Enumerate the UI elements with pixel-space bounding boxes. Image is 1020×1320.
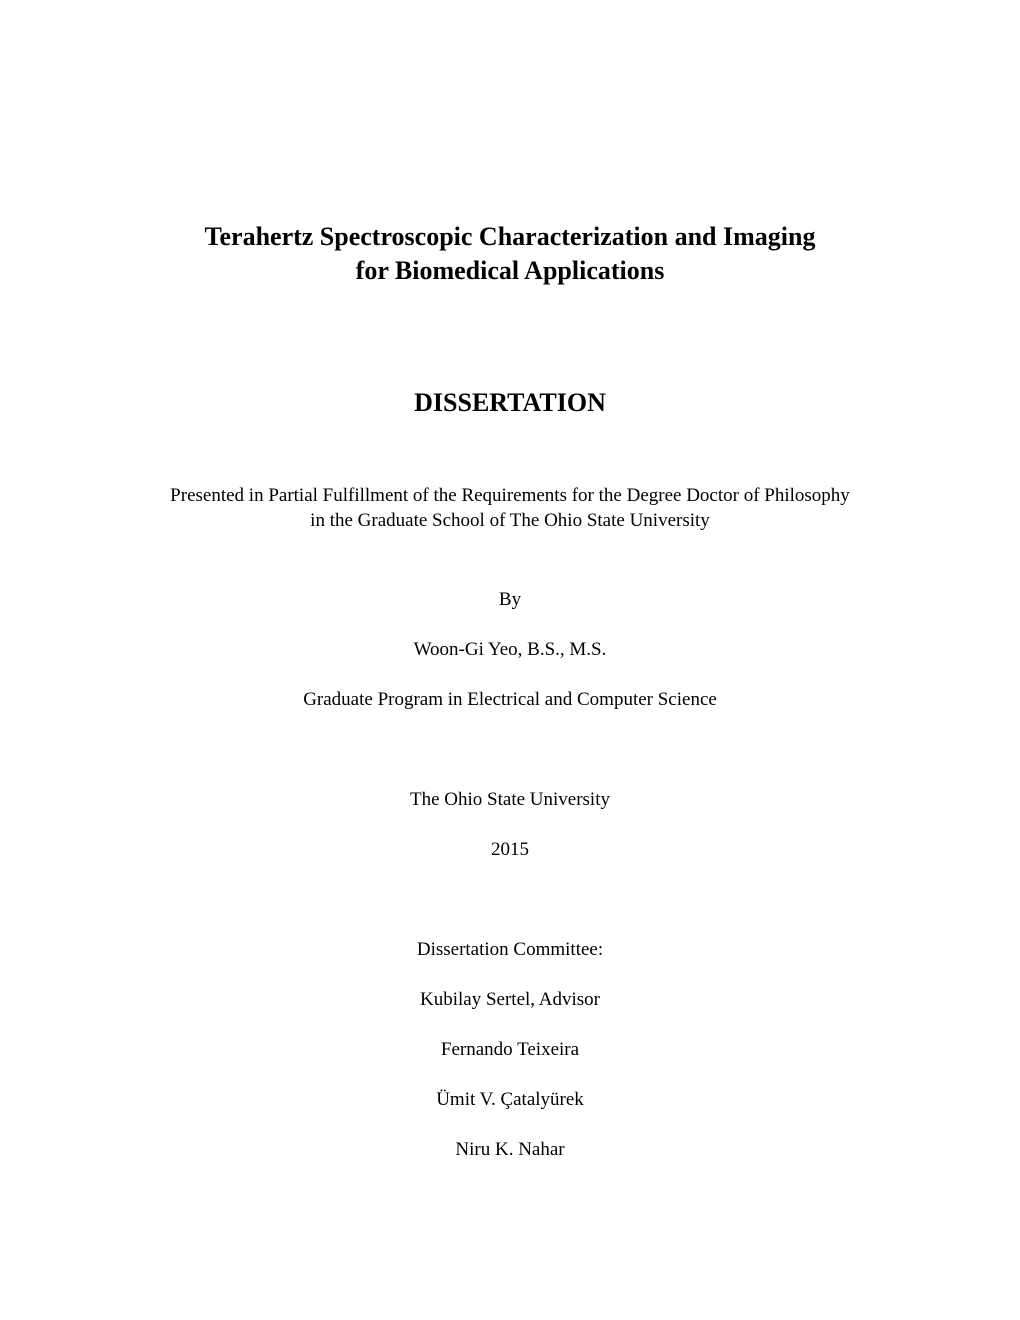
- by-label: By: [499, 589, 521, 611]
- year: 2015: [491, 839, 529, 861]
- title-line-1: Terahertz Spectroscopic Characterization…: [205, 222, 816, 251]
- fulfillment-statement: Presented in Partial Fulfillment of the …: [170, 483, 850, 534]
- fulfillment-line-2: in the Graduate School of The Ohio State…: [310, 510, 710, 531]
- committee-member-4: Niru K. Nahar: [455, 1139, 564, 1161]
- author-name: Woon-Gi Yeo, B.S., M.S.: [414, 639, 607, 661]
- graduate-program: Graduate Program in Electrical and Compu…: [303, 689, 717, 711]
- document-type: DISSERTATION: [414, 388, 606, 418]
- fulfillment-line-1: Presented in Partial Fulfillment of the …: [170, 485, 850, 506]
- committee-member-3: Ümit V. Çatalyürek: [436, 1089, 584, 1111]
- university-name: The Ohio State University: [410, 789, 610, 811]
- title-line-2: for Biomedical Applications: [356, 256, 665, 285]
- committee-member-1: Kubilay Sertel, Advisor: [420, 989, 600, 1011]
- committee-heading: Dissertation Committee:: [417, 939, 603, 961]
- dissertation-title: Terahertz Spectroscopic Characterization…: [205, 220, 816, 288]
- committee-member-2: Fernando Teixeira: [441, 1039, 579, 1061]
